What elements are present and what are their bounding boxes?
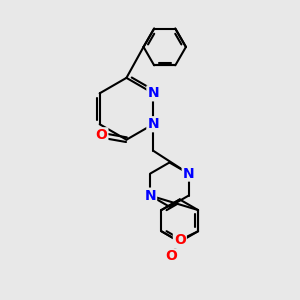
- Text: O: O: [95, 128, 107, 142]
- Text: N: N: [183, 167, 194, 181]
- Text: O: O: [174, 233, 186, 247]
- Text: O: O: [165, 249, 177, 263]
- Text: N: N: [147, 117, 159, 131]
- Text: N: N: [147, 86, 159, 100]
- Text: N: N: [145, 189, 156, 202]
